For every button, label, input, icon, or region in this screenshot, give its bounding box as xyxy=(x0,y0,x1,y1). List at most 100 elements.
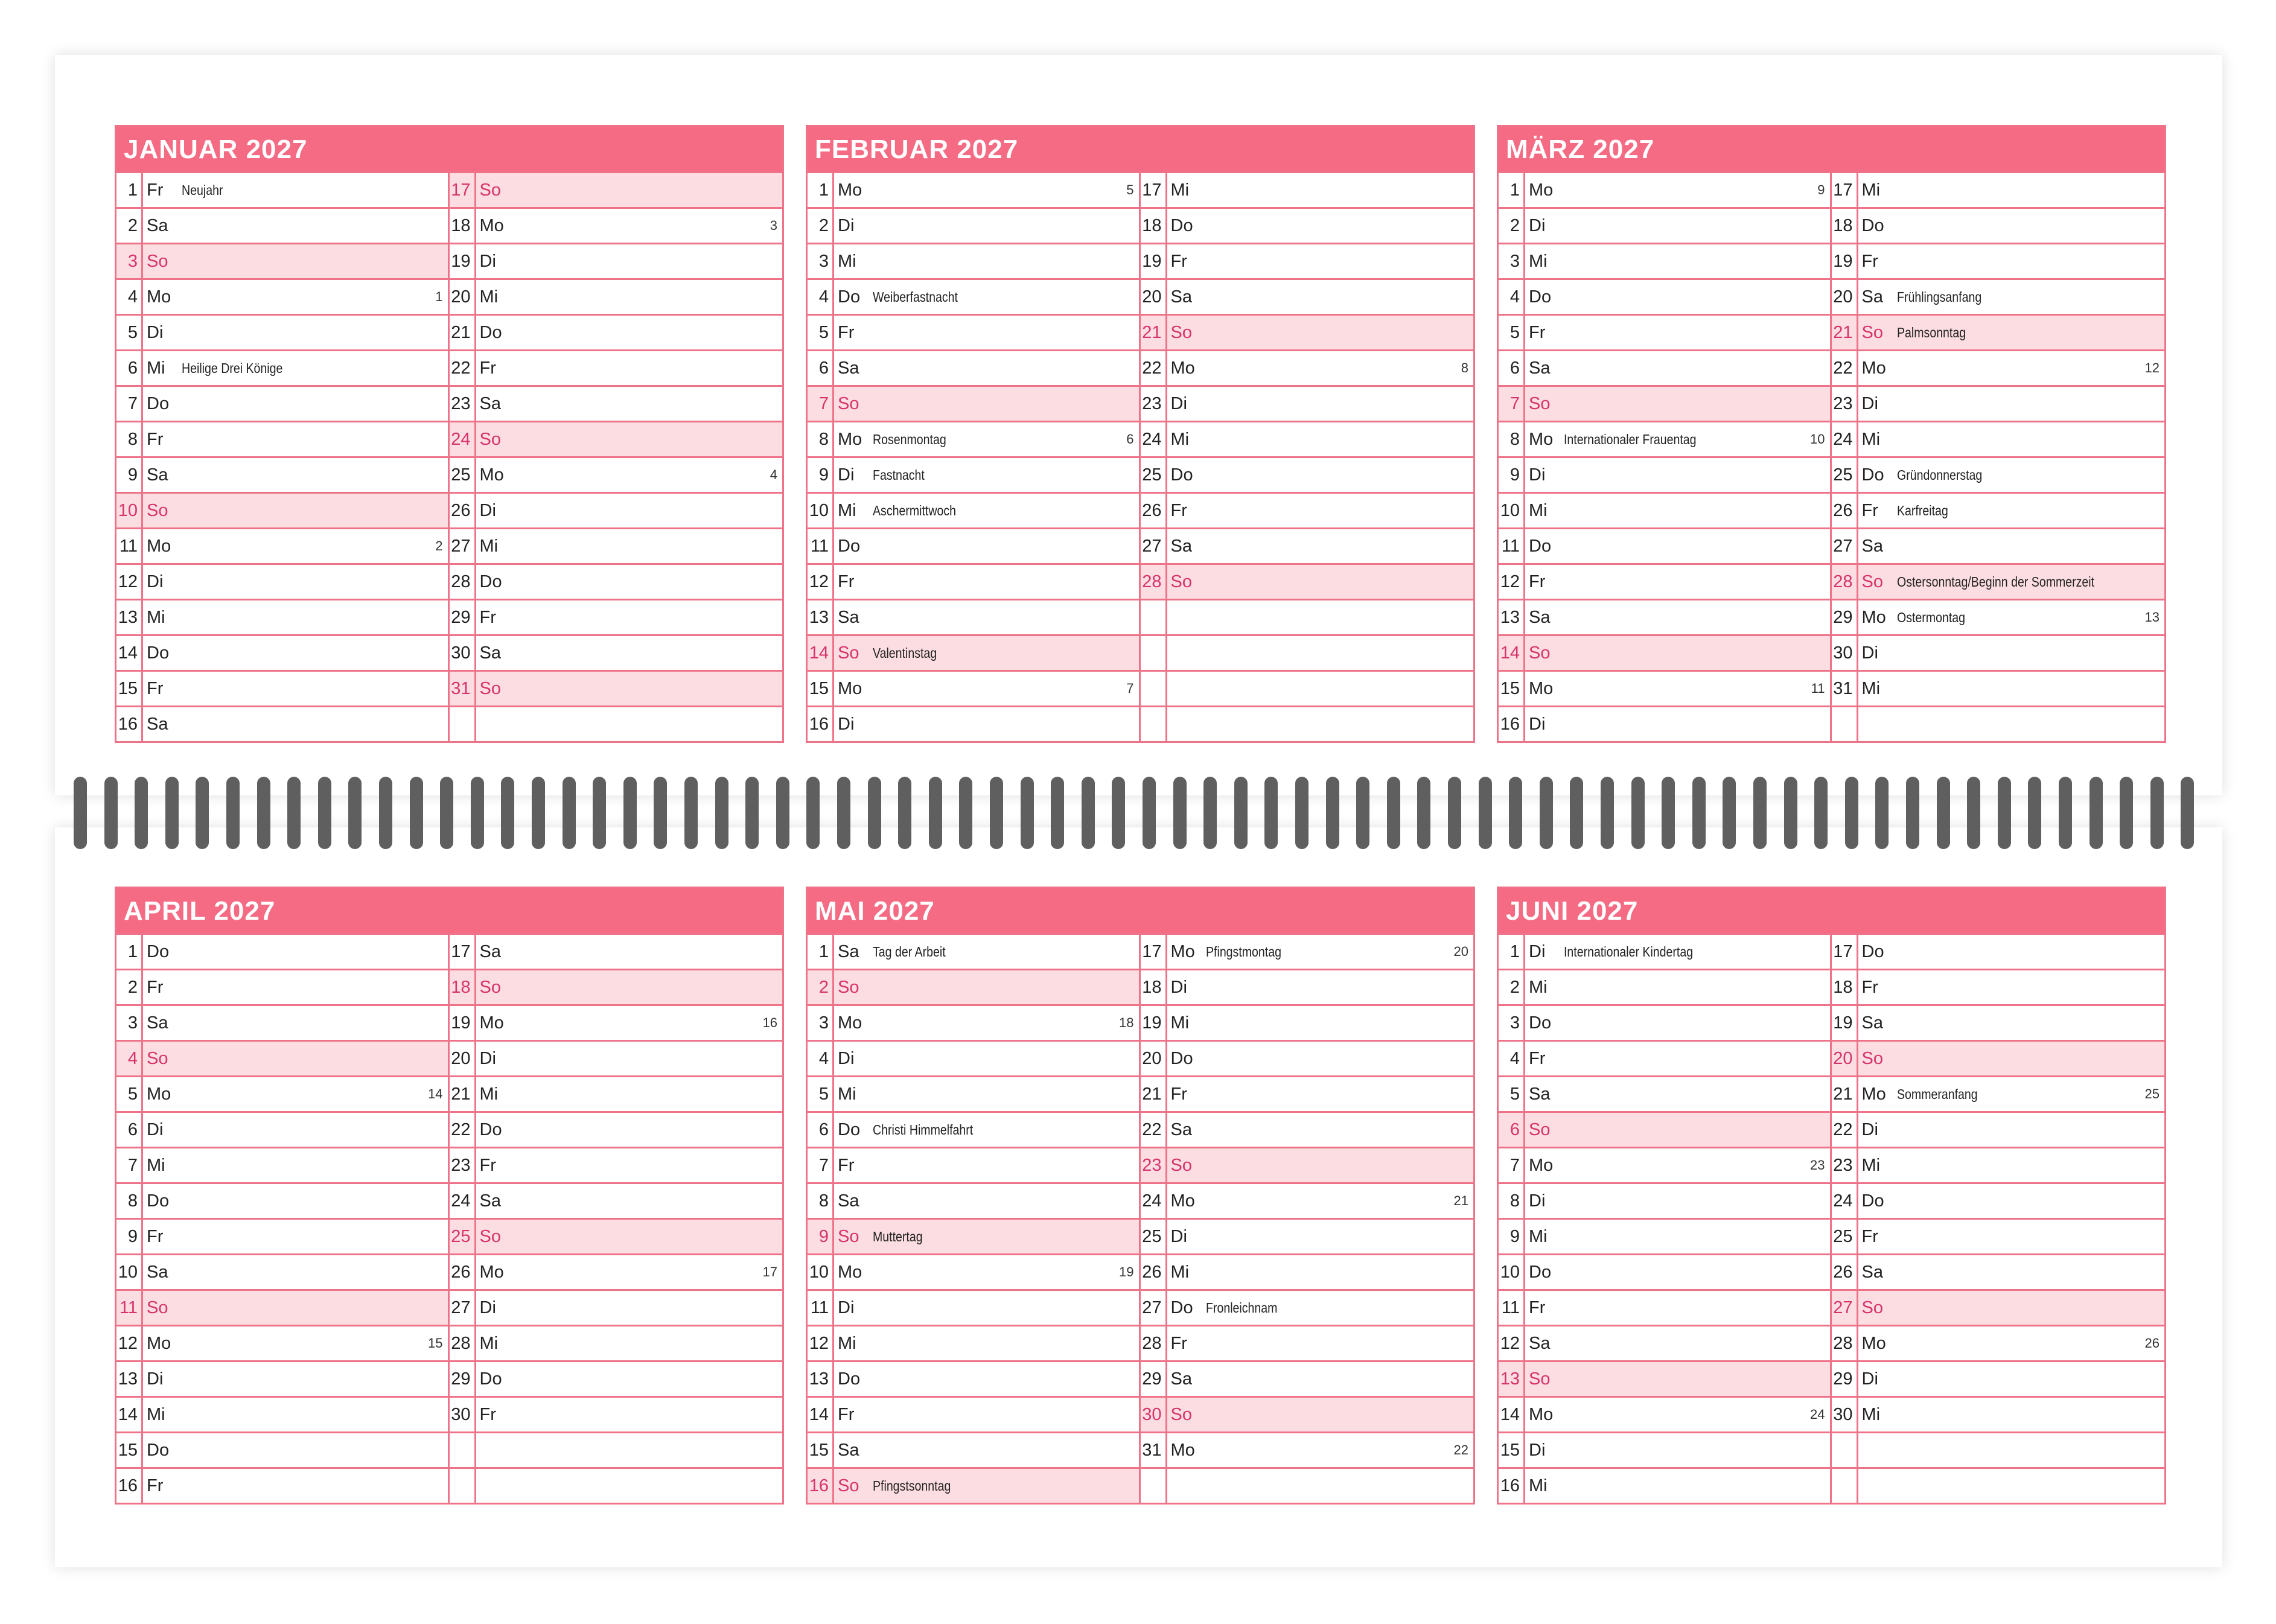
weekday: Mi xyxy=(1529,1476,1548,1495)
day-row: 10 Mi xyxy=(1499,492,1830,527)
day-row: 7 Mi xyxy=(116,1147,448,1182)
week-number: 7 xyxy=(1126,681,1134,696)
day-number: 17 xyxy=(1141,935,1167,969)
weekday: Mo xyxy=(479,1262,504,1282)
day-number: 2 xyxy=(1499,209,1525,243)
day-row: 3 So xyxy=(116,243,448,278)
day-number: 14 xyxy=(808,636,834,670)
day-number: 4 xyxy=(808,1042,834,1075)
day-number xyxy=(1141,707,1167,741)
day-number: 15 xyxy=(1499,1433,1525,1467)
day-row: 13 Mi xyxy=(116,599,448,634)
day-number: 30 xyxy=(450,1398,476,1431)
day-number: 19 xyxy=(1141,1006,1167,1040)
day-row: 2 Mi xyxy=(1499,969,1830,1004)
day-row: 13 So xyxy=(1499,1360,1830,1396)
day-row: 1 Mo 9 xyxy=(1499,171,1830,207)
day-row: 11 Fr xyxy=(1499,1289,1830,1325)
day-row: 12 Mi xyxy=(808,1325,1139,1360)
spiral-ring xyxy=(1662,777,1675,849)
day-number: 21 xyxy=(1832,1077,1858,1111)
spiral-ring xyxy=(1936,777,1950,849)
day-number: 23 xyxy=(450,1148,476,1182)
day-number: 7 xyxy=(116,1148,143,1182)
weekday: Di xyxy=(1529,1440,1546,1460)
day-number: 23 xyxy=(1141,1148,1167,1182)
day-number: 28 xyxy=(1832,565,1858,599)
empty-row xyxy=(1831,1431,2164,1467)
day-number: 25 xyxy=(450,458,476,492)
weekday: Fr xyxy=(479,1155,496,1175)
day-row: 18 Fr xyxy=(1831,969,2164,1004)
day-row: 1 Fr Neujahr xyxy=(116,171,448,207)
day-number: 28 xyxy=(450,565,476,599)
day-row: 16 Mi xyxy=(1499,1467,1830,1503)
week-number: 1 xyxy=(435,289,443,304)
day-row: 18 Di xyxy=(1140,969,1473,1004)
day-row: 15 Fr xyxy=(116,670,448,705)
holiday-note: Rosenmontag xyxy=(873,431,946,447)
weekday: Di xyxy=(1529,465,1546,485)
day-row: 25 Do Gründonnerstag xyxy=(1831,456,2164,492)
weekday: Di xyxy=(479,1048,496,1068)
empty-row xyxy=(1831,1467,2164,1503)
day-number: 25 xyxy=(450,1220,476,1253)
day-row: 28 Mo 26 xyxy=(1831,1325,2164,1360)
day-number: 10 xyxy=(808,494,834,527)
week-number: 18 xyxy=(1119,1015,1134,1030)
day-row: 9 Sa xyxy=(116,456,448,492)
holiday-note: Muttertag xyxy=(873,1228,923,1244)
weekday: Di xyxy=(147,572,164,591)
spiral-ring xyxy=(959,777,973,849)
day-number: 9 xyxy=(116,1220,143,1253)
day-number: 15 xyxy=(808,1433,834,1467)
weekday: Sa xyxy=(479,643,501,663)
spiral-ring xyxy=(1386,777,1400,849)
day-row: 22 Do xyxy=(449,1111,782,1147)
week-number: 22 xyxy=(1453,1442,1468,1457)
day-row: 6 Sa xyxy=(1499,349,1830,385)
day-row: 10 Do xyxy=(1499,1253,1830,1289)
day-number: 28 xyxy=(1832,1326,1858,1360)
weekday: Sa xyxy=(1529,358,1551,378)
day-number: 10 xyxy=(1499,494,1525,527)
day-row: 12 Fr xyxy=(808,563,1139,599)
day-row: 11 Do xyxy=(1499,527,1830,563)
day-row: 28 Fr xyxy=(1140,1325,1473,1360)
month-title: APRIL 2027 xyxy=(116,888,782,933)
day-number: 2 xyxy=(116,209,143,243)
day-number: 19 xyxy=(1141,244,1167,278)
weekday: Do xyxy=(479,1369,502,1389)
day-number: 15 xyxy=(116,1433,143,1467)
weekday: Sa xyxy=(147,465,168,485)
day-row: 27 So xyxy=(1831,1289,2164,1325)
day-number: 2 xyxy=(1499,970,1525,1004)
day-row: 9 Mi xyxy=(1499,1218,1830,1253)
weekday: Di xyxy=(1529,941,1546,961)
day-row: 4 Fr xyxy=(1499,1040,1830,1075)
day-row: 10 Mi Aschermittwoch xyxy=(808,492,1139,527)
holiday-note: Aschermittwoch xyxy=(873,502,956,518)
day-number: 29 xyxy=(1141,1362,1167,1396)
weekday: Mi xyxy=(479,1333,499,1353)
day-row: 23 Fr xyxy=(449,1147,782,1182)
day-number xyxy=(450,1469,476,1503)
day-number: 1 xyxy=(808,173,834,207)
day-number: 18 xyxy=(450,970,476,1004)
day-number: 6 xyxy=(116,1113,143,1147)
day-row: 10 Mo 19 xyxy=(808,1253,1139,1289)
spiral-ring xyxy=(532,777,545,849)
month-title: JANUAR 2027 xyxy=(116,127,782,171)
day-number: 29 xyxy=(1832,600,1858,634)
week-number: 17 xyxy=(762,1264,777,1279)
day-row: 9 So Muttertag xyxy=(808,1218,1139,1253)
week-number: 9 xyxy=(1817,182,1825,197)
day-row: 15 Do xyxy=(116,1431,448,1467)
day-number: 11 xyxy=(808,1291,834,1325)
weekday: Do xyxy=(147,643,170,663)
day-number: 19 xyxy=(450,1006,476,1040)
weekday: So xyxy=(1861,322,1883,342)
weekday: So xyxy=(479,1226,501,1246)
day-row: 15 Sa xyxy=(808,1431,1139,1467)
day-row: 9 Di xyxy=(1499,456,1830,492)
